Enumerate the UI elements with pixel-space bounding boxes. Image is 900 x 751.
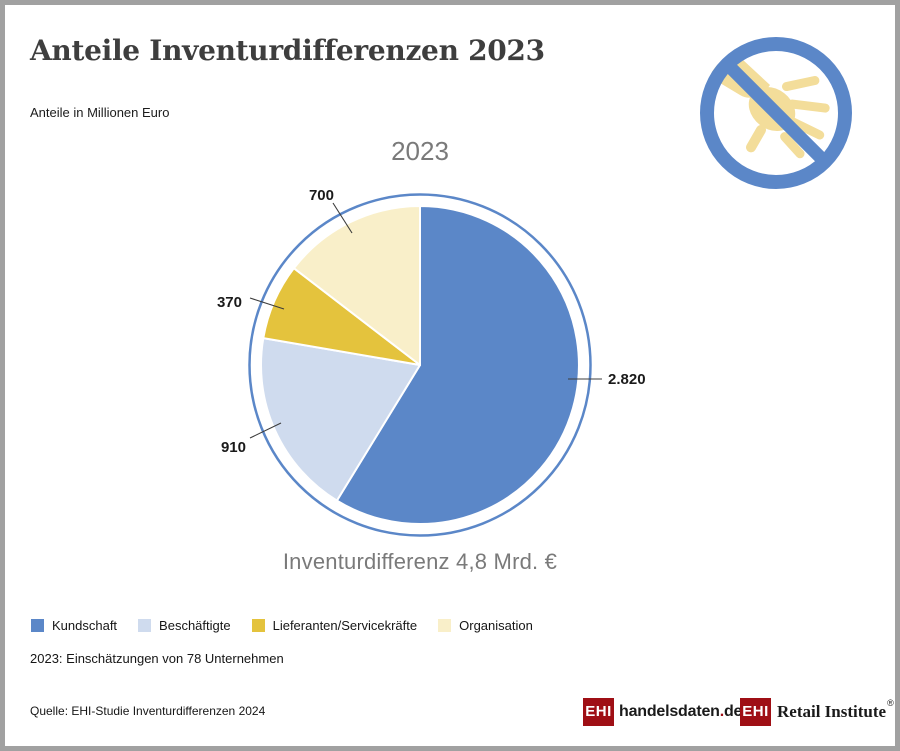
legend-label: Organisation: [459, 618, 533, 633]
pie-slice-beschaeftigte: [260, 337, 421, 502]
label-leader-line-lieferanten-servicekraefte: [249, 297, 285, 310]
pie-value-label-organisation: 700: [309, 187, 334, 204]
prohibition-slash: [722, 59, 830, 167]
pie-value-label-beschaeftigte: 910: [221, 439, 246, 456]
logo-ehi-handelsdaten: EHI handelsdaten.de: [583, 697, 742, 726]
ehi-badge: EHI: [740, 697, 771, 726]
no-theft-icon: [700, 37, 852, 189]
pie-outer-ring: [248, 193, 592, 537]
source-line: Quelle: EHI-Studie Inventurdifferenzen 2…: [30, 704, 266, 718]
pie-slice-organisation: [292, 205, 421, 366]
legend-swatch-beschaeftigte: [138, 619, 152, 632]
page-title: Anteile Inventurdifferenzen 2023: [30, 34, 545, 67]
chart-legend: Kundschaft Beschäftigte Lieferanten/Serv…: [31, 618, 533, 633]
logo-tld: de: [723, 702, 743, 720]
legend-swatch-organisation: [438, 619, 452, 632]
legend-label: Lieferanten/Servicekräfte: [272, 618, 418, 633]
legend-item-beschaeftigte: Beschäftigte: [138, 618, 231, 633]
legend-item-lieferanten-servicekraefte: Lieferanten/Servicekräfte: [251, 618, 418, 633]
page-subtitle: Anteile in Millionen Euro: [30, 105, 170, 120]
legend-label: Beschäftigte: [159, 618, 231, 633]
registered-trademark-icon: ®: [887, 698, 894, 708]
logo-name: handelsdaten: [619, 702, 720, 720]
pie-value-label-kundschaft: 2.820: [608, 371, 646, 388]
logo-dot: .: [719, 702, 724, 720]
chart-caption: Inventurdifferenz 4,8 Mrd. €: [282, 549, 558, 574]
legend-item-organisation: Organisation: [438, 618, 533, 633]
logo-handelsdaten-text: handelsdaten.de: [619, 703, 742, 721]
prohibition-ring: [700, 37, 852, 189]
logo-retail-institute-text: Retail Institute: [777, 701, 887, 721]
logo-ehi-retail-institute: EHI Retail Institute ®: [740, 697, 894, 726]
pie-value-label-lieferanten-servicekraefte: 370: [217, 294, 242, 311]
chart-year-title: 2023: [391, 136, 449, 166]
legend-item-kundschaft: Kundschaft: [31, 618, 117, 633]
label-leader-line-beschaeftigte: [249, 422, 282, 439]
ehi-badge: EHI: [583, 697, 614, 726]
pie-chart: 2.820 910 370 700: [217, 187, 646, 537]
footnote: 2023: Einschätzungen von 78 Unternehmen: [30, 651, 284, 666]
label-leader-line-organisation: [332, 202, 353, 234]
legend-swatch-kundschaft: [31, 619, 44, 632]
legend-label: Kundschaft: [52, 618, 118, 633]
legend-swatch-lieferanten-servicekraefte: [251, 619, 265, 632]
pie-slice-kundschaft: [335, 205, 580, 525]
